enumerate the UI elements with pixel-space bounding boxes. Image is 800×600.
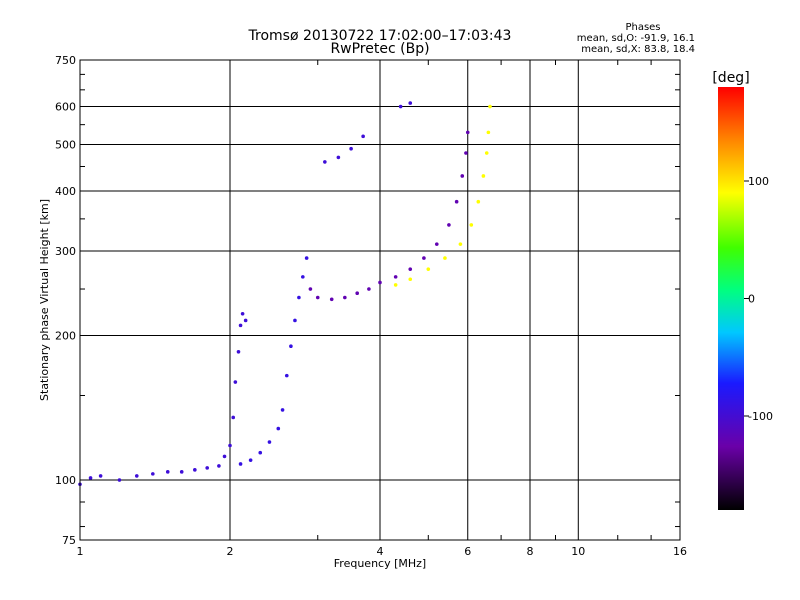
data-point [193,468,197,472]
stats-heading: Phases [625,22,660,33]
data-point [460,174,465,178]
y-tick-label: 750 [55,54,76,67]
data-point [217,464,221,468]
data-point [165,470,170,474]
data-point [88,476,93,480]
data-point [336,155,341,160]
colorbar-tick-label: 100 [748,175,769,188]
y-tick-label: 100 [55,474,76,487]
data-point [238,462,243,466]
data-point [393,283,398,287]
data-point [378,280,382,285]
data-point [179,470,184,474]
data-point [465,130,470,135]
data-point [454,199,459,204]
data-point [367,287,371,291]
data-point [349,146,353,151]
y-axis-label: Stationary phase Virtual Height [km] [38,199,51,401]
data-point [308,287,313,291]
chart-subtitle: RwPretec (Bp) [330,41,429,57]
y-tick-label: 300 [55,245,76,258]
data-point [243,318,248,323]
data-point [469,223,474,227]
data-point [486,130,491,135]
data-point [297,295,301,300]
data-point [422,256,426,260]
y-tick-labels: 75 100 200 300 400 500 600 750 [55,54,76,547]
y-tick-label: 400 [55,185,76,198]
data-point [434,242,439,246]
data-point [464,151,468,155]
data-point [238,323,243,328]
stats-o-mode: mean, sd,O: -91.9, 16.1 [577,33,695,44]
data-point [231,415,236,420]
x-tick-label: 4 [377,545,384,558]
x-tick-label: 8 [527,545,534,558]
data-point [443,256,447,260]
x-tick-label: 6 [464,545,471,558]
colorbar-tick-label: -100 [748,410,773,423]
data-point [293,318,297,323]
x-tick-label: 16 [673,545,687,558]
data-point [304,256,309,260]
data-point [458,242,463,246]
data-point [343,295,347,300]
data-point [222,454,227,459]
data-point [236,349,241,354]
data-point [329,297,334,302]
data-point [98,474,103,478]
data-point [476,199,481,204]
data-point [276,426,281,431]
y-tick-label: 600 [55,101,76,114]
x-tick-label: 2 [227,545,234,558]
data-point [240,311,245,316]
data-point [408,277,413,282]
data-point [228,443,232,448]
data-point [301,275,305,279]
data-point [248,458,253,462]
colorbar-ticks: 100 0 -100 [744,175,773,423]
minor-ticks [80,60,680,540]
y-tick-label: 200 [55,330,76,343]
data-point [408,101,413,105]
chart-title: Tromsø 20130722 17:02:00–17:03:43 [248,28,512,44]
y-tick-label: 500 [55,139,76,152]
data-point [134,474,139,478]
stats-x-mode: mean, sd,X: 83.8, 18.4 [581,44,695,55]
data-point [488,104,492,109]
x-tick-label: 10 [571,545,585,558]
data-point [280,408,285,412]
data-point [205,466,209,470]
plot-grid [80,60,680,540]
data-point [323,160,327,164]
data-point [315,295,320,300]
data-point [151,472,155,476]
data-point [426,267,431,271]
plot-frame [79,59,681,541]
data-point [117,478,122,482]
x-tick-label: 1 [77,545,84,558]
x-tick-labels: 1 2 4 6 8 10 16 [77,545,688,558]
data-point [361,134,365,139]
colorbar [718,87,744,510]
data-point [258,450,263,455]
data-point [289,344,293,349]
data-point [484,151,489,155]
data-point [233,380,238,384]
data-point [408,267,413,271]
x-axis-label: Frequency [MHz] [334,557,426,570]
data-point [284,373,289,378]
data-point [355,291,359,296]
colorbar-label: [deg] [712,70,749,86]
y-tick-label: 75 [62,534,76,547]
data-points [78,101,492,487]
data-point [398,104,403,109]
data-point [481,174,486,178]
colorbar-tick-label: 0 [748,293,755,306]
data-point [393,275,398,279]
data-point [267,440,272,444]
data-point [447,223,451,227]
